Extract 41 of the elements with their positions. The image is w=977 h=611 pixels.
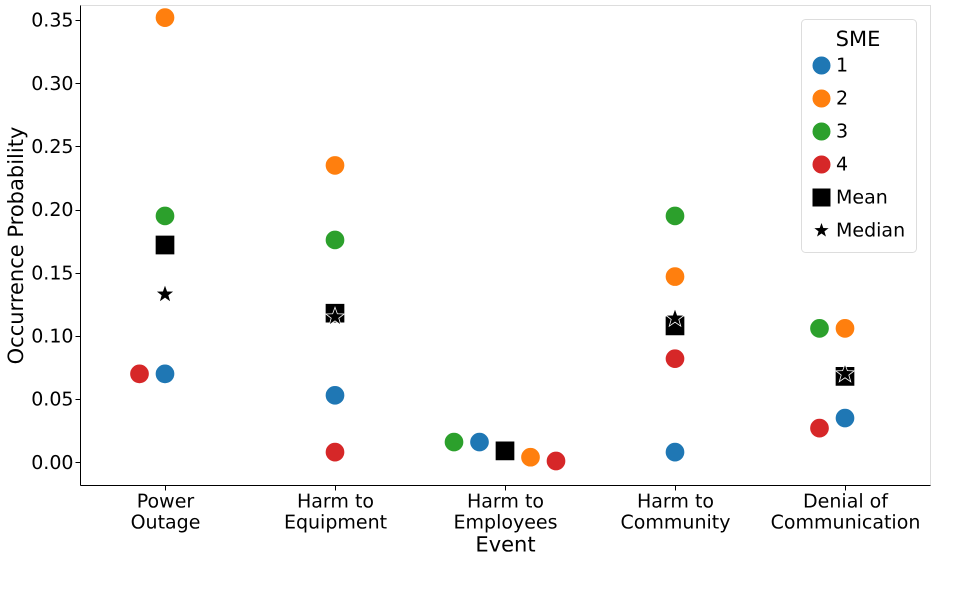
x-axis-title: Event: [475, 532, 536, 556]
point: [325, 306, 345, 326]
point: [324, 385, 346, 406]
point: [154, 234, 176, 256]
y-tick-label: 0.25: [31, 136, 74, 158]
point: [154, 364, 176, 384]
y-tick-label: 0.00: [31, 452, 74, 474]
point: [664, 266, 686, 287]
y-axis-title: Occurrence Probability: [4, 126, 28, 364]
point: [324, 442, 346, 462]
legend-label: Mean: [836, 186, 888, 208]
point: [664, 442, 686, 462]
point: [834, 318, 856, 338]
point: [664, 348, 686, 369]
legend-label: Median: [836, 220, 906, 242]
legend-label: 4: [836, 154, 848, 176]
point: [665, 308, 685, 327]
point: [494, 440, 516, 462]
point: [664, 206, 686, 226]
point: [154, 206, 176, 226]
x-tick-label: Harm to Community: [620, 490, 730, 534]
x-tick-label: Power Outage: [130, 490, 200, 534]
point: [155, 284, 175, 303]
y-tick-label: 0.35: [31, 10, 74, 32]
point: [835, 364, 855, 382]
legend-label: 2: [836, 88, 848, 110]
y-tick-label: 0.15: [31, 262, 74, 284]
x-tick-label: Harm to Employees: [454, 490, 558, 534]
point: [154, 8, 176, 28]
point: [834, 408, 856, 428]
y-tick-label: 0.05: [31, 388, 74, 411]
x-tick-label: Harm to Equipment: [284, 490, 388, 534]
y-tick-label: 0.10: [31, 325, 74, 348]
point: [324, 155, 346, 176]
x-tick-label: Denial of Communication: [770, 490, 920, 534]
y-tick-label: 0.20: [31, 199, 74, 222]
legend-label: 3: [836, 120, 848, 142]
legend-title: SME: [836, 27, 880, 51]
legend-label: 1: [836, 54, 848, 76]
y-tick-label: 0.30: [31, 72, 74, 95]
point: [324, 230, 346, 250]
